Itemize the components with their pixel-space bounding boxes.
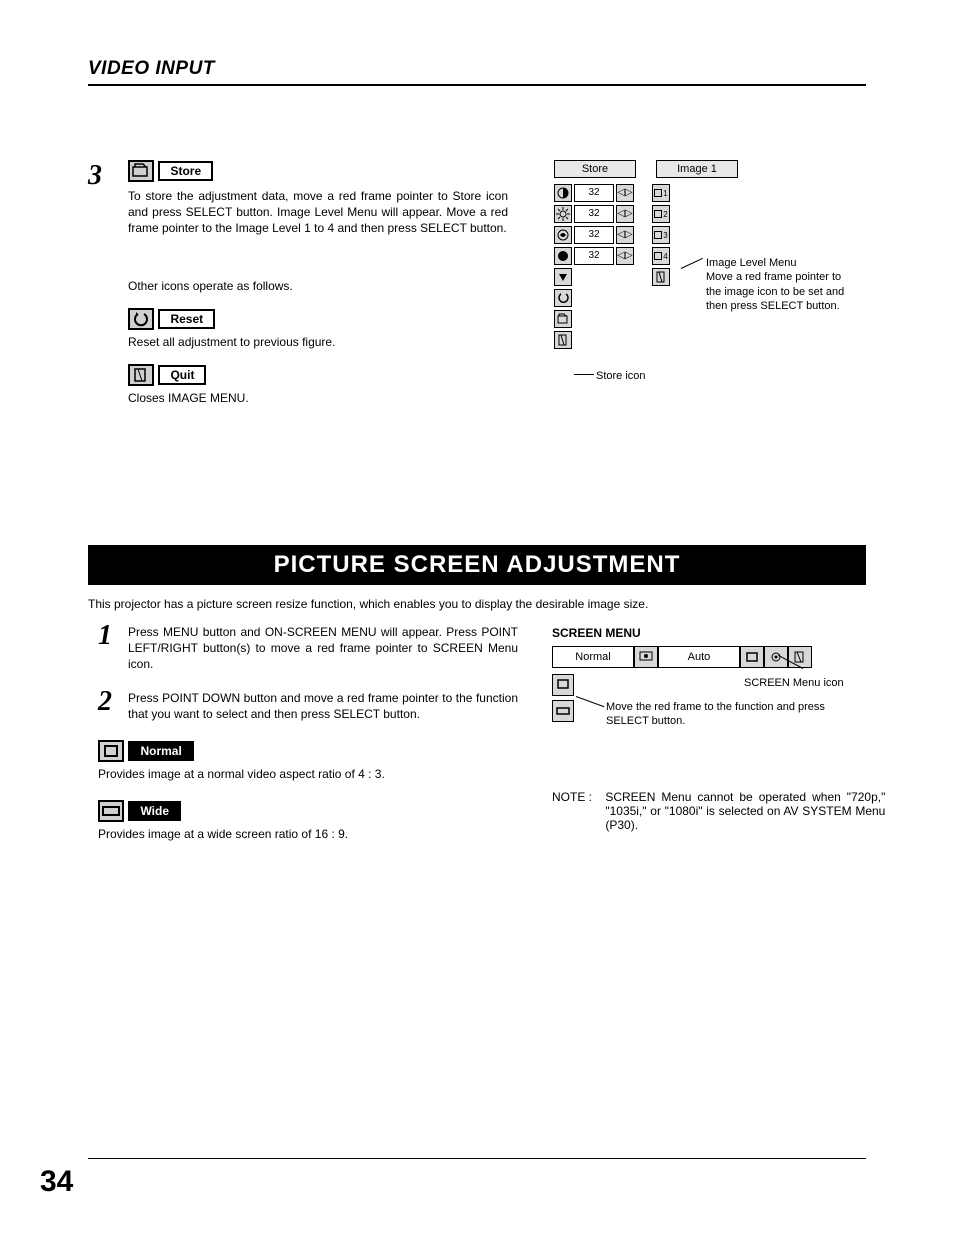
normal-label: Normal (128, 741, 193, 761)
wide-heading-row: Wide (98, 800, 518, 822)
section-title-bar: PICTURE SCREEN ADJUSTMENT (88, 545, 866, 585)
note-body: SCREEN Menu cannot be operated when "720… (605, 790, 885, 832)
sm-normal-box: Normal (552, 646, 634, 668)
brightness-icon (554, 205, 572, 223)
image-level-callout: Image Level Menu Move a red frame pointe… (706, 256, 846, 313)
brightness-value: 32 (574, 205, 614, 223)
down-triangle-icon (554, 268, 572, 286)
page-header-title: VIDEO INPUT (88, 58, 215, 79)
color-arrows: ◁▷ (616, 226, 634, 244)
level-4-icon: 4 (652, 247, 670, 265)
sm-auto-box: Auto (658, 646, 740, 668)
tint-arrows: ◁▷ (616, 247, 634, 265)
contrast-value: 32 (574, 184, 614, 202)
screen-menu-move-text: Move the red frame to the function and p… (606, 700, 826, 729)
page-bottom-rule (88, 1158, 866, 1159)
quit-heading-row: Quit (128, 364, 508, 386)
wide-label: Wide (128, 801, 181, 821)
normal-heading-row: Normal (98, 740, 518, 762)
other-ops-text: Other icons operate as follows. (128, 278, 508, 294)
screen-menu-top-row: Normal Auto (552, 646, 892, 668)
osd-right-column: 1 2 3 4 (652, 184, 670, 349)
step-2-text: Press POINT DOWN button and move a red f… (128, 690, 518, 722)
osd-figure: Store Image 1 32 ◁▷ 32 ◁▷ 32 ◁▷ 32 (554, 160, 894, 349)
osd-top-row: Store Image 1 (554, 160, 894, 178)
quit-text: Closes IMAGE MENU. (128, 390, 508, 406)
quit-icon (128, 364, 154, 386)
adj-row-brightness: 32 ◁▷ (554, 205, 634, 223)
step-2-block: 2 Press POINT DOWN button and move a red… (98, 690, 518, 722)
store-icon-callout: Store icon (596, 369, 646, 383)
image-level-text: Move a red frame pointer to the image ic… (706, 270, 846, 313)
quit-small-icon (554, 331, 572, 349)
intro-text: This projector has a picture screen resi… (88, 596, 648, 612)
contrast-icon (554, 184, 572, 202)
adj-row-tint: 32 ◁▷ (554, 247, 634, 265)
reset-small-icon (554, 289, 572, 307)
color-value: 32 (574, 226, 614, 244)
quit-label: Quit (158, 365, 206, 385)
sm-setting-icon (764, 646, 788, 668)
wide-icon (98, 800, 124, 822)
step-number-2: 2 (98, 686, 112, 718)
sm-monitor-icon (634, 646, 658, 668)
adj-row-contrast: 32 ◁▷ (554, 184, 634, 202)
step-1-block: 1 Press MENU button and ON-SCREEN MENU w… (98, 624, 518, 673)
level-2-icon: 2 (652, 205, 670, 223)
brightness-arrows: ◁▷ (616, 205, 634, 223)
image-level-title: Image Level Menu (706, 256, 846, 270)
step-3-text: To store the adjustment data, move a red… (128, 188, 508, 237)
osd-left-column: 32 ◁▷ 32 ◁▷ 32 ◁▷ 32 ◁▷ (554, 184, 634, 349)
step-number-3: 3 (88, 160, 102, 192)
step-number-1: 1 (98, 620, 112, 652)
tint-icon (554, 247, 572, 265)
reset-text: Reset all adjustment to previous figure. (128, 334, 508, 350)
contrast-arrows: ◁▷ (616, 184, 634, 202)
reset-heading-row: Reset (128, 308, 508, 330)
normal-icon (98, 740, 124, 762)
osd-store-box: Store (554, 160, 636, 178)
reset-label: Reset (158, 309, 215, 329)
sm-wide-ratio-icon (552, 700, 574, 722)
reset-block: Reset Reset all adjustment to previous f… (128, 308, 508, 350)
normal-text: Provides image at a normal video aspect … (98, 766, 518, 782)
step-3-block: 3 Store To store the adjustment data, mo… (88, 160, 508, 237)
level-3-icon: 3 (652, 226, 670, 244)
store-label: Store (158, 161, 213, 181)
wide-text: Provides image at a wide screen ratio of… (98, 826, 518, 842)
screen-menu-heading: SCREEN MENU (552, 626, 641, 640)
page-number: 34 (40, 1165, 73, 1199)
adj-row-color: 32 ◁▷ (554, 226, 634, 244)
screen-menu-figure: Normal Auto SCREEN Menu icon Move the re… (552, 646, 892, 722)
osd-image-box: Image 1 (656, 160, 738, 178)
sm-screen-icon (740, 646, 764, 668)
color-icon (554, 226, 572, 244)
note-prefix: NOTE : (552, 790, 602, 804)
screen-menu-icon-callout: SCREEN Menu icon (744, 676, 844, 690)
page-header: VIDEO INPUT (88, 58, 866, 86)
normal-block: Normal Provides image at a normal video … (98, 740, 518, 782)
sm-info-icon (788, 646, 812, 668)
tint-value: 32 (574, 247, 614, 265)
leader-line-store (574, 374, 594, 375)
quit-block: Quit Closes IMAGE MENU. (128, 364, 508, 406)
level-1-icon: 1 (652, 184, 670, 202)
sm-normal-ratio-icon (552, 674, 574, 696)
level-quit-icon (652, 268, 670, 286)
store-small-icon (554, 310, 572, 328)
wide-block: Wide Provides image at a wide screen rat… (98, 800, 518, 842)
store-heading-row: Store (128, 160, 508, 182)
note-text: NOTE : SCREEN Menu cannot be operated wh… (552, 790, 892, 832)
reset-icon (128, 308, 154, 330)
store-icon (128, 160, 154, 182)
step-1-text: Press MENU button and ON-SCREEN MENU wil… (128, 624, 518, 673)
